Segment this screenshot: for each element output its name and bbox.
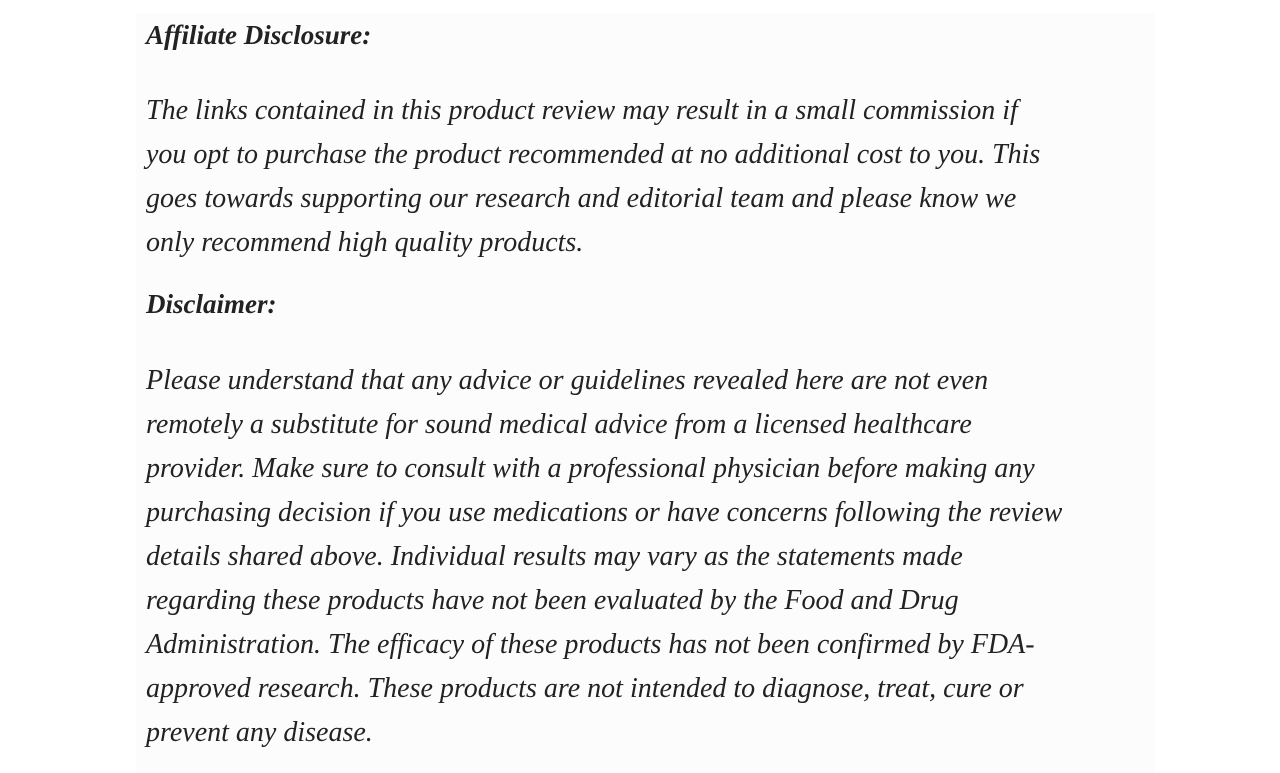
- text-line: remotely a substitute for sound medical …: [146, 409, 972, 440]
- text-line: Please understand that any advice or gui…: [146, 365, 989, 396]
- text-line: purchasing decision if you use medicatio…: [146, 497, 1063, 528]
- text-line: you opt to purchase the product recommen…: [146, 139, 1041, 170]
- affiliate-disclosure-text: The links contained in this product revi…: [146, 89, 1040, 265]
- text-line: approved research. These products are no…: [146, 673, 1024, 704]
- text-line: regarding these products have not been e…: [146, 585, 959, 616]
- text-line: prevent any disease.: [146, 717, 373, 748]
- text-line: Administration. The efficacy of these pr…: [146, 629, 1035, 660]
- disclaimer-text: Please understand that any advice or gui…: [146, 359, 1062, 755]
- disclosure-panel: [136, 13, 1154, 773]
- text-line: goes towards supporting our research and…: [146, 183, 1017, 214]
- text-line: provider. Make sure to consult with a pr…: [146, 453, 1035, 484]
- affiliate-disclosure-heading: Affiliate Disclosure:: [146, 20, 372, 50]
- text-line: only recommend high quality products.: [146, 227, 584, 258]
- text-line: The links contained in this product revi…: [146, 95, 1018, 126]
- disclaimer-heading: Disclaimer:: [146, 289, 277, 319]
- text-line: details shared above. Individual results…: [146, 541, 963, 572]
